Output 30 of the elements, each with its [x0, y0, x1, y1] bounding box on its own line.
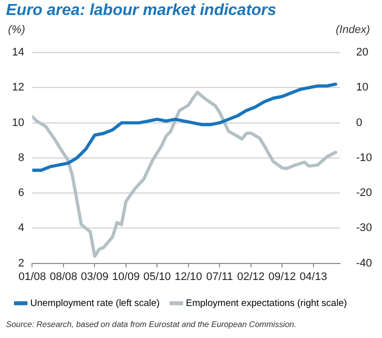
y2-tick-label: -10: [356, 152, 372, 164]
y2-tick-label: -40: [356, 257, 372, 270]
y2-tick-label: -20: [356, 187, 372, 200]
y2-tick-label: 20: [356, 46, 368, 59]
y2-axis-title: (Index): [336, 24, 370, 36]
y-tick-label: 6: [18, 187, 24, 200]
x-tick-label: 09/12: [268, 270, 296, 283]
x-tick-label: 07/11: [206, 270, 233, 283]
chart-title: Euro area: labour market indicators: [6, 2, 276, 20]
x-tick-label: 03/09: [80, 270, 108, 283]
y-tick-label: 4: [18, 222, 24, 234]
y-tick-label: 8: [18, 152, 24, 164]
y-tick-label: 12: [12, 82, 24, 94]
legend-label: Unemployment rate (left scale): [30, 298, 160, 309]
x-tick-label: 12/10: [174, 270, 202, 283]
y-tick-label: 14: [12, 46, 24, 59]
y2-tick-label: 0: [356, 116, 362, 129]
y2-tick-label: -30: [356, 222, 372, 234]
x-tick-label: 05/10: [143, 270, 171, 283]
x-tick-label: 04/13: [300, 270, 328, 283]
y-tick-label: 2: [18, 257, 24, 270]
legend-label: Employment expectations (right scale): [186, 298, 347, 309]
y-tick-label: 10: [12, 116, 24, 129]
x-tick-label: 08/08: [50, 270, 78, 283]
x-tick-label: 02/12: [237, 270, 265, 283]
y2-tick-label: 10: [356, 82, 368, 94]
source-note: Source: Research, based on data from Eurostat and the European Commission.: [6, 320, 296, 329]
y-axis-title: (%): [8, 24, 26, 36]
x-tick-label: 01/08: [18, 270, 46, 283]
x-tick-label: 10/09: [112, 270, 140, 283]
